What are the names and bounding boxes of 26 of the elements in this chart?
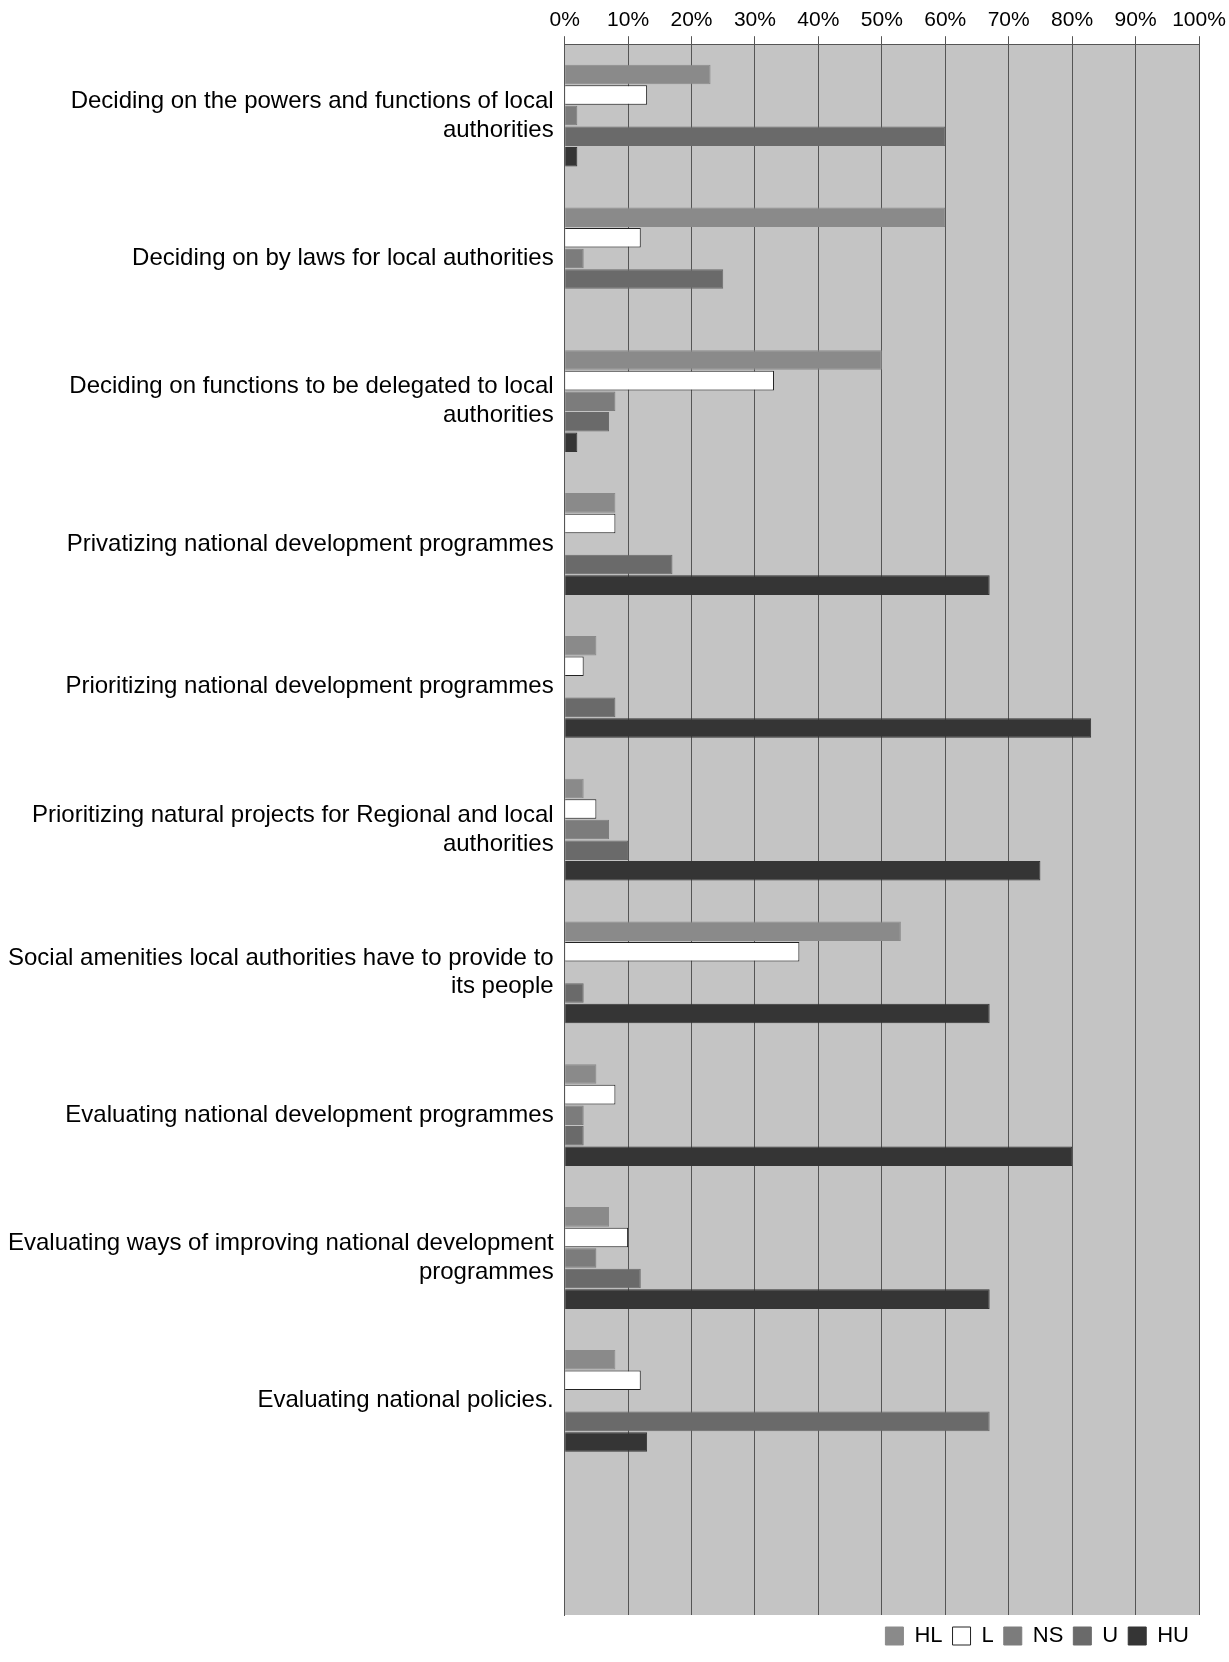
x-tick-label: 10% [607,7,650,31]
x-tick-label: 70% [987,7,1030,31]
x-tick-label: 20% [670,7,713,31]
x-tick-label: 30% [733,7,776,31]
x-tick-label: 50% [860,7,903,31]
x-tick-label: 0% [549,7,580,31]
x-tick-label: 100% [1172,7,1226,31]
legend-label: U [1102,1622,1119,1648]
y-tick-label: Prioritizing national development programmes [65,671,554,699]
y-tick-label: Privatizing national development programmes [66,528,554,556]
y-tick-label: Deciding on by laws for local authorities [132,243,554,271]
legend-label: L [981,1622,994,1648]
x-tick-label: 90% [1114,7,1157,31]
x-tick-label: 40% [797,7,840,31]
y-tick-label: Evaluating national policies. [257,1385,554,1413]
legend-label: HU [1157,1622,1190,1648]
y-tick-label: Evaluating ways of improving national development programmes [7,1228,554,1285]
y-tick-label: Deciding on functions to be delegated to local authorities [69,371,554,428]
legend-label: HL [914,1622,943,1648]
y-tick-label: Prioritizing natural projects for Regional and local authorities [32,799,554,856]
legend-label: NS [1032,1622,1064,1648]
y-tick-label: Deciding on the powers and functions of local authorities [70,85,554,142]
y-tick-label: Social amenities local authorities have to provide to its people [8,942,554,999]
y-tick-label: Evaluating national development programmes [65,1099,554,1127]
x-tick-label: 60% [924,7,967,31]
x-tick-label: 80% [1051,7,1094,31]
